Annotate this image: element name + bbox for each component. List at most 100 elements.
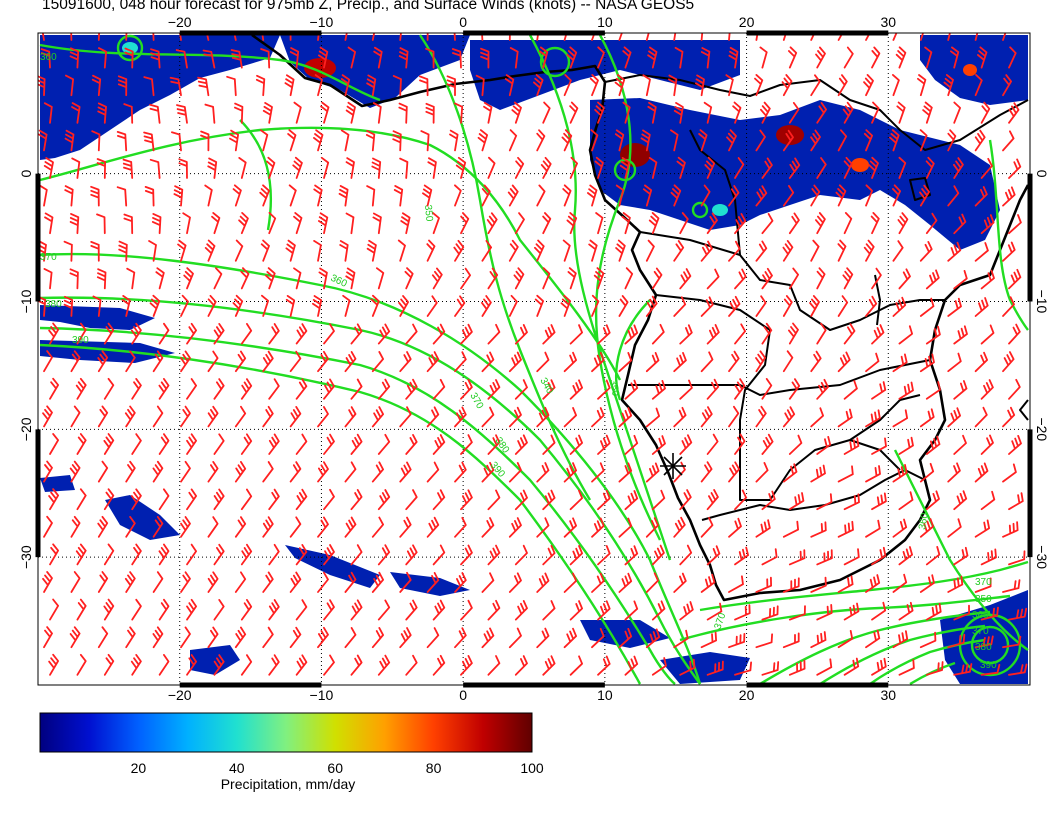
- precip-patch: [580, 620, 670, 648]
- wind-barb: [405, 654, 418, 676]
- wind-barb: [487, 544, 501, 566]
- wind-barb: [816, 102, 827, 124]
- wind-barb: [919, 353, 935, 373]
- contour-line: [699, 560, 1029, 612]
- wind-barb: [124, 47, 134, 69]
- wind-barb: [97, 626, 109, 649]
- wind-barb: [288, 184, 297, 207]
- wind-barb: [761, 490, 776, 511]
- wind-barb: [759, 46, 768, 69]
- wind-barb: [259, 184, 270, 207]
- wind-barb: [454, 461, 467, 483]
- wind-barb: [597, 655, 611, 676]
- wind-barb: [593, 267, 605, 290]
- wind-barb: [734, 604, 751, 621]
- wind-barb: [43, 350, 53, 373]
- wind-barb: [1002, 579, 1021, 593]
- wind-barb: [816, 322, 827, 345]
- wind-barb: [431, 267, 443, 290]
- wind-barb: [980, 324, 995, 345]
- wind-barb: [698, 129, 708, 152]
- precip-core: [122, 42, 138, 54]
- contour-label: 350: [975, 594, 992, 605]
- wind-barb: [186, 543, 197, 566]
- wind-barb: [238, 157, 247, 179]
- wind-barb: [186, 654, 197, 676]
- wind-barb: [268, 654, 280, 676]
- wind-barb: [925, 435, 941, 455]
- wind-barb: [285, 295, 296, 317]
- wind-barb: [432, 599, 446, 621]
- wind-barb: [755, 185, 768, 207]
- wind-barb: [865, 629, 881, 649]
- wind-barb: [481, 295, 492, 317]
- wind-barb: [788, 659, 806, 676]
- contour-label: 360: [972, 610, 989, 621]
- wind-barb: [624, 434, 639, 455]
- wind-barb: [487, 267, 499, 290]
- wind-barb: [597, 545, 611, 566]
- wind-barb: [49, 598, 59, 621]
- wind-barb: [475, 74, 485, 97]
- wind-barb: [943, 74, 954, 97]
- wind-barb: [536, 406, 550, 428]
- wind-barb: [953, 325, 968, 345]
- wind-barb: [317, 33, 320, 41]
- lon-tick-label-bottom: 0: [459, 687, 467, 703]
- wind-barb: [350, 489, 363, 511]
- wind-barb: [1002, 241, 1016, 262]
- contour-line: [39, 126, 622, 381]
- wind-barb: [919, 574, 935, 593]
- wind-barb: [405, 544, 418, 566]
- wind-barb: [594, 156, 604, 179]
- wind-barb: [507, 184, 519, 207]
- wind-barb: [726, 129, 737, 152]
- wind-barb: [98, 47, 107, 69]
- wind-barb: [481, 240, 492, 262]
- wind-barb: [980, 606, 999, 621]
- wind-barb: [679, 544, 693, 566]
- wind-barb: [782, 632, 800, 649]
- wind-barb: [143, 76, 155, 97]
- wind-barb: [728, 185, 740, 207]
- wind-barb: [1008, 492, 1024, 511]
- wind-barb: [295, 323, 308, 345]
- wind-barb: [624, 545, 639, 566]
- wind-barb: [706, 660, 724, 676]
- wind-barb: [487, 599, 501, 621]
- wind-barb: [289, 461, 302, 483]
- wind-barb: [293, 212, 303, 235]
- wind-barb: [152, 350, 164, 373]
- wind-barb: [533, 74, 544, 97]
- wind-barb: [863, 129, 873, 152]
- wind-barb: [426, 516, 440, 538]
- wind-barb: [320, 156, 330, 179]
- wind-barb: [925, 212, 938, 235]
- wind-barb: [514, 600, 528, 621]
- wind-barb: [1002, 351, 1015, 373]
- wind-barb: [837, 74, 848, 97]
- wind-barb: [377, 433, 391, 455]
- wind-barb: [645, 295, 658, 317]
- wind-barb: [974, 577, 992, 593]
- wind-barb: [152, 516, 164, 538]
- wind-barb: [313, 129, 324, 152]
- precip-core: [712, 204, 728, 216]
- wind-barb: [898, 491, 914, 511]
- wind-barb: [207, 157, 218, 179]
- wind-barb: [371, 461, 384, 483]
- wind-barb: [130, 488, 142, 511]
- wind-barb: [842, 101, 854, 124]
- wind-barb: [871, 101, 880, 124]
- colorbar-tick-label: 80: [426, 760, 442, 776]
- wind-barb: [399, 627, 412, 649]
- wind-barb: [706, 433, 719, 455]
- wind-barb: [287, 129, 297, 152]
- wind-barb: [897, 212, 909, 235]
- wind-barb: [508, 627, 522, 649]
- wind-barb: [426, 351, 440, 373]
- wind-barb: [370, 294, 380, 317]
- wind-barb: [892, 240, 904, 262]
- wind-barb: [896, 101, 906, 124]
- contour-ring: [970, 625, 1010, 665]
